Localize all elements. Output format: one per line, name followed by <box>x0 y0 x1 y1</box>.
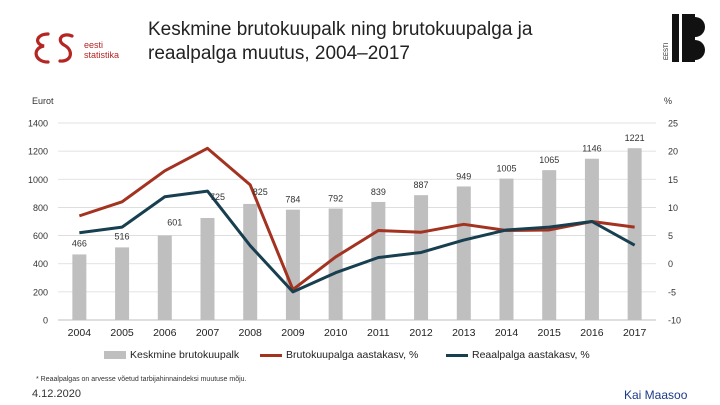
x-tick-label: 2004 <box>68 327 92 339</box>
right-tick-label: 10 <box>668 203 678 213</box>
bar <box>285 209 300 320</box>
bar <box>243 203 258 320</box>
author-label: Kai Maasoo <box>624 388 688 402</box>
statistics-estonia-logo: eesti statistika <box>34 32 119 64</box>
bar-data-label: 1065 <box>539 155 559 165</box>
logo-text-eesti: eesti <box>84 40 103 50</box>
bar <box>328 208 343 320</box>
legend-item-bars: Keskmine brutokuupalk <box>104 349 239 361</box>
left-tick-label: 400 <box>33 259 48 269</box>
left-tick-label: 1000 <box>28 175 48 185</box>
bar-data-label: 839 <box>371 187 386 197</box>
bar <box>627 148 642 320</box>
x-tick-label: 2016 <box>580 327 604 339</box>
eesti-brand-logo: EESTI <box>664 14 705 62</box>
real-wage-growth-line <box>79 189 636 294</box>
left-tick-label: 1200 <box>28 147 48 157</box>
bar-data-label: 725 <box>210 192 225 202</box>
bar-data-label: 825 <box>253 187 268 197</box>
legend-label-real: Reaalpalga aastakasv, % <box>472 349 590 361</box>
x-tick-label: 2012 <box>409 327 433 339</box>
x-tick-label: 2013 <box>452 327 476 339</box>
legend-swatch-bars <box>104 351 126 360</box>
bar <box>584 158 599 320</box>
legend-label-bars: Keskmine brutokuupalk <box>130 349 240 361</box>
x-tick-label: 2017 <box>623 327 647 339</box>
x-tick-label: 2008 <box>239 327 263 339</box>
x-tick-label: 2009 <box>281 327 305 339</box>
bar-data-label: 466 <box>72 238 87 248</box>
legend-swatch-gross <box>260 353 282 357</box>
left-tick-label: 1400 <box>28 119 48 129</box>
legend-item-gross: Brutokuupalga aastakasv, % <box>260 349 418 361</box>
bar-data-label: 784 <box>285 195 300 205</box>
left-tick-label: 600 <box>33 231 48 241</box>
bar <box>115 247 130 320</box>
bar-data-label: 516 <box>115 231 130 241</box>
right-tick-label: 15 <box>668 175 678 185</box>
right-tick-label: -5 <box>668 287 676 297</box>
bar <box>157 235 172 320</box>
left-axis-unit: Eurot <box>32 96 54 106</box>
legend-item-real: Reaalpalga aastakasv, % <box>446 349 590 361</box>
x-tick-label: 2006 <box>153 327 177 339</box>
bar <box>499 178 514 320</box>
x-tick-label: 2015 <box>538 327 562 339</box>
right-tick-label: 5 <box>668 231 673 241</box>
left-tick-label: 800 <box>33 203 48 213</box>
bar-data-label: 792 <box>328 194 343 204</box>
left-tick-label: 200 <box>33 287 48 297</box>
right-tick-label: 0 <box>668 259 673 269</box>
x-tick-label: 2005 <box>110 327 134 339</box>
legend-swatch-real <box>446 353 468 357</box>
bar-data-label: 1146 <box>582 144 601 154</box>
title-line-2: reaalpalga muutus, 2004–2017 <box>148 43 410 64</box>
right-tick-label: 25 <box>668 119 678 129</box>
x-tick-label: 2010 <box>324 327 348 339</box>
right-axis-unit: % <box>664 96 673 106</box>
bar <box>456 186 471 320</box>
title-line-1: Keskmine brutokuupalk ning brutokuupalga… <box>148 19 533 40</box>
x-tick-label: 2011 <box>367 327 390 339</box>
x-tick-label: 2007 <box>196 327 220 339</box>
bar-data-label: 601 <box>167 217 182 227</box>
bar-data-label: 887 <box>414 180 429 190</box>
right-tick-label: 20 <box>668 147 678 157</box>
bar-data-label: 1005 <box>496 164 516 174</box>
right-tick-label: -10 <box>668 316 681 326</box>
date-label: 4.12.2020 <box>32 388 81 400</box>
bar-data-label: 949 <box>456 171 471 181</box>
x-tick-label: 2014 <box>495 327 519 339</box>
bar <box>542 170 557 320</box>
bar-data-label: 1221 <box>625 133 645 143</box>
gross-wage-growth-line <box>78 146 635 292</box>
bar <box>371 201 386 320</box>
logo-text-statistika: statistika <box>84 50 119 60</box>
bar <box>200 217 215 320</box>
bar <box>72 254 87 320</box>
footnote: * Reaalpalgas on arvesse võetud tarbijah… <box>36 376 247 383</box>
legend-label-gross: Brutokuupalga aastakasv, % <box>286 349 419 361</box>
left-tick-label: 0 <box>43 316 48 326</box>
logo-text-eesti-vertical: EESTI <box>664 42 670 60</box>
page-title: Keskmine brutokuupalk ning brutokuupalga… <box>148 18 648 66</box>
bar <box>414 195 429 320</box>
